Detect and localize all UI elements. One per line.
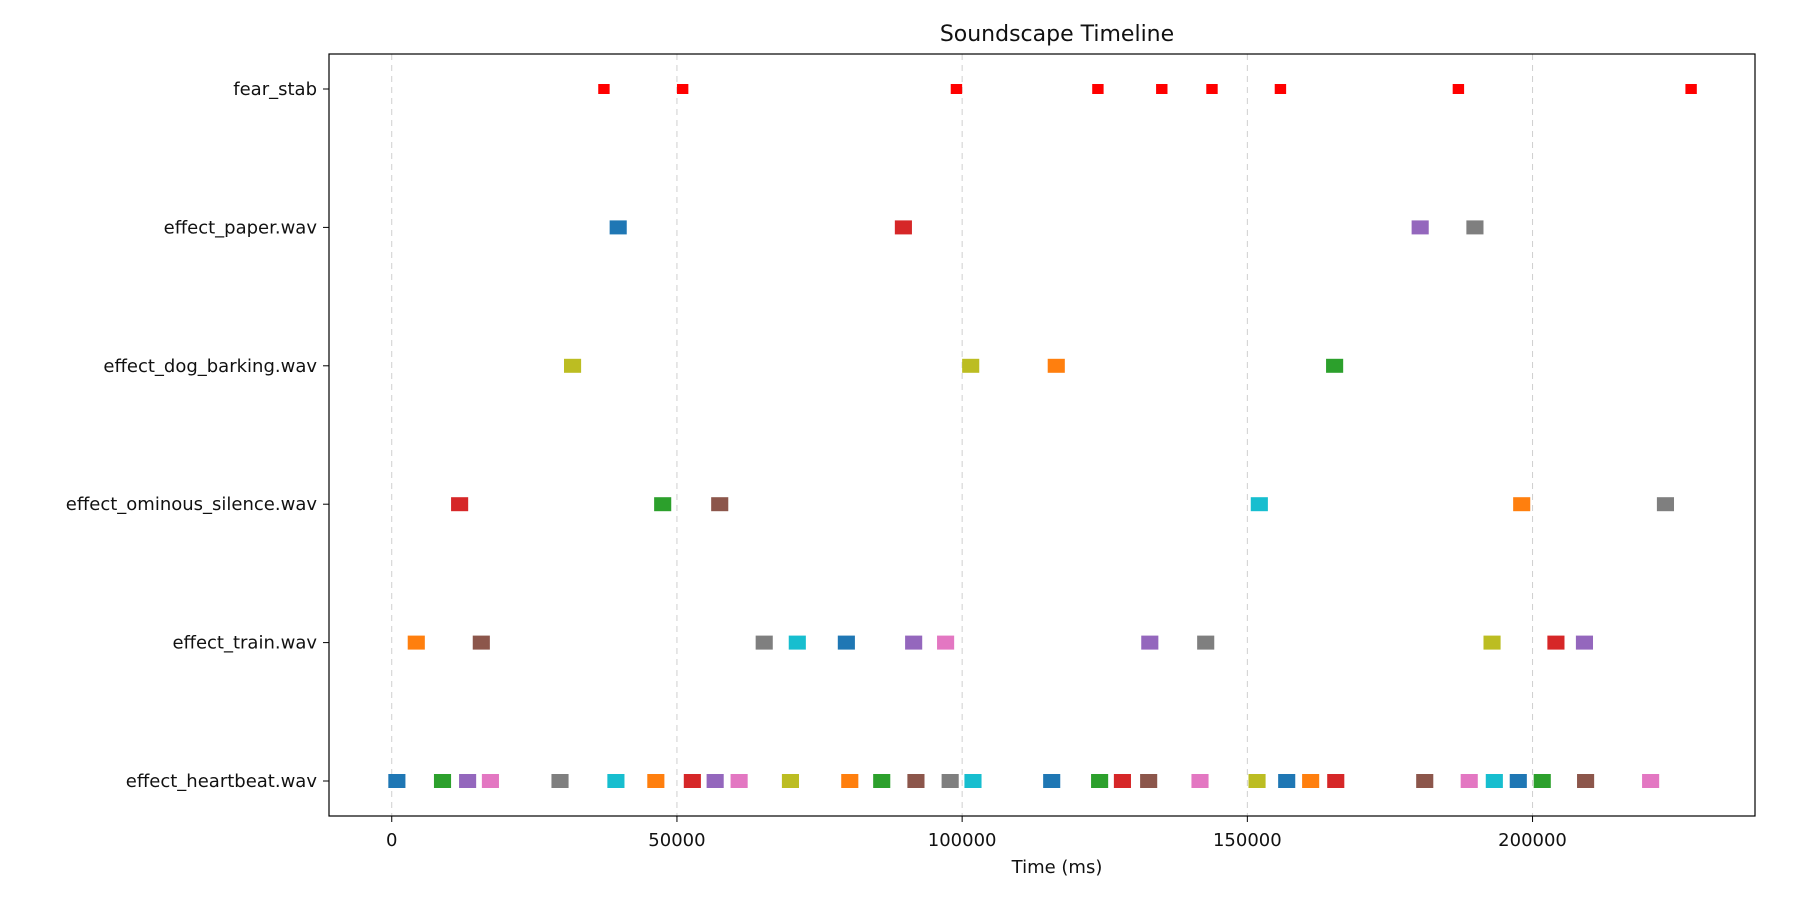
event-bar <box>407 635 425 650</box>
x-tick-label: 0 <box>386 830 397 851</box>
event-bar <box>1452 84 1465 94</box>
event-bar <box>1575 635 1594 650</box>
event-bar <box>459 774 477 788</box>
event-bar <box>1113 774 1131 788</box>
event-bar <box>1248 774 1266 788</box>
x-tick-label: 100000 <box>928 830 997 851</box>
event-bar <box>1411 220 1429 235</box>
event-bar <box>1509 774 1527 788</box>
event-bar <box>1274 84 1287 94</box>
event-bar <box>1533 774 1551 788</box>
event-bar <box>683 774 701 788</box>
event-bar <box>1327 774 1345 788</box>
chart-title: Soundscape Timeline <box>940 22 1174 47</box>
event-bar <box>894 220 912 235</box>
x-tick-label: 50000 <box>648 830 705 851</box>
event-bar <box>451 497 469 512</box>
event-bar <box>781 774 800 788</box>
event-bar <box>598 84 610 94</box>
event-bar <box>1485 774 1503 788</box>
event-bar <box>841 774 859 788</box>
event-bar <box>755 635 773 650</box>
y-axis-ticks: fear_stab effect_paper.wav effect_dog_bark… <box>66 79 329 792</box>
event-bar <box>1326 358 1344 373</box>
event-bar <box>1547 635 1565 650</box>
event-bar <box>1656 497 1675 512</box>
y-tick-label: effect_train.wav <box>172 633 317 654</box>
event-bar <box>1642 774 1660 788</box>
y-tick-label: fear_stab <box>233 79 317 100</box>
event-bar <box>873 774 891 788</box>
event-bar <box>1156 84 1168 94</box>
x-axis-ticks: 0 50000 100000 150000 200000 <box>386 816 1567 851</box>
y-tick-label: effect_ominous_silence.wav <box>66 494 318 515</box>
event-bar <box>654 497 672 512</box>
y-tick-label: effect_dog_barking.wav <box>103 356 317 377</box>
event-bar <box>1302 774 1320 788</box>
event-bar <box>1278 774 1296 788</box>
event-bar <box>837 635 855 650</box>
event-bar <box>564 358 582 373</box>
event-bar <box>607 774 625 788</box>
event-bar <box>1250 497 1268 512</box>
y-tick-label: effect_heartbeat.wav <box>126 771 318 792</box>
event-bar <box>1206 84 1218 94</box>
event-bar <box>551 774 569 788</box>
x-axis-label: Time (ms) <box>1011 857 1103 878</box>
event-bar <box>937 635 955 650</box>
event-bar <box>1047 358 1065 373</box>
event-bar <box>388 774 406 788</box>
event-markers <box>388 84 1697 788</box>
x-tick-label: 200000 <box>1498 830 1567 851</box>
event-bar <box>1685 84 1697 94</box>
event-bar <box>730 774 748 788</box>
event-bar <box>1043 774 1061 788</box>
event-bar <box>1091 774 1109 788</box>
event-bar <box>1197 635 1215 650</box>
event-bar <box>1483 635 1501 650</box>
event-bar <box>962 358 980 373</box>
event-bar <box>941 774 959 788</box>
event-bar <box>676 84 689 94</box>
event-bar <box>1140 774 1158 788</box>
event-bar <box>1577 774 1595 788</box>
plot-frame <box>328 53 1756 817</box>
event-bar <box>950 84 963 94</box>
event-bar <box>647 774 665 788</box>
event-bar <box>964 774 982 788</box>
event-bar <box>1092 84 1104 94</box>
event-bar <box>788 635 806 650</box>
event-bar <box>609 220 627 235</box>
event-bar <box>907 774 925 788</box>
x-tick-label: 150000 <box>1213 830 1282 851</box>
event-bar <box>1466 220 1484 235</box>
event-bar <box>1513 497 1531 512</box>
grid-lines <box>391 54 1534 816</box>
event-bar <box>481 774 499 788</box>
event-bar <box>472 635 490 650</box>
event-bar <box>711 497 729 512</box>
event-bar <box>706 774 724 788</box>
event-bar <box>1460 774 1478 788</box>
event-bar <box>1191 774 1209 788</box>
event-bar <box>433 774 452 788</box>
event-bar <box>1141 635 1159 650</box>
event-bar <box>1416 774 1434 788</box>
event-bar <box>905 635 923 650</box>
y-tick-label: effect_paper.wav <box>164 217 318 238</box>
